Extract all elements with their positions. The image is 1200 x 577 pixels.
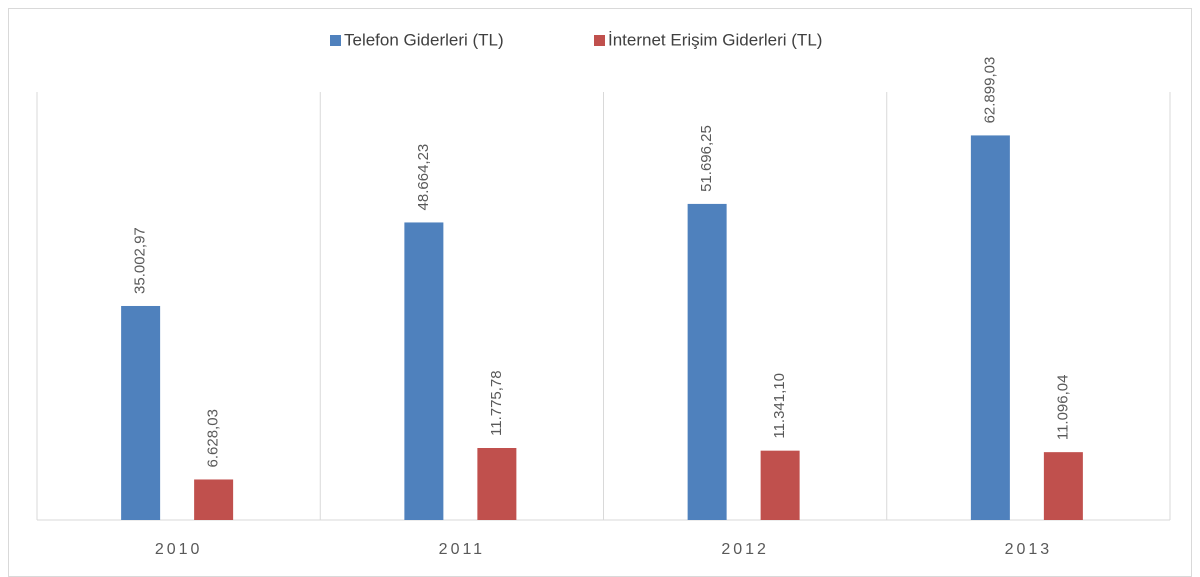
bar [760, 450, 800, 520]
legend-swatch [330, 35, 341, 46]
x-tick-label: 2013 [1005, 541, 1053, 558]
bar [687, 203, 727, 520]
data-label: 35.002,97 [132, 227, 149, 294]
bar [970, 135, 1010, 520]
data-label: 62.899,03 [981, 57, 998, 124]
data-label: 51.696,25 [698, 125, 715, 192]
legend-swatch [594, 35, 605, 46]
data-label: 11.341,10 [771, 373, 788, 439]
x-tick-label: 2012 [721, 541, 769, 558]
bar [404, 222, 444, 520]
x-tick-label: 2011 [439, 541, 485, 558]
legend-label: Telefon Giderleri (TL) [344, 30, 504, 49]
bar [194, 479, 234, 520]
bar [477, 447, 517, 520]
legend-label: İnternet Erişim Giderleri (TL) [608, 30, 822, 49]
bar [121, 305, 161, 520]
chart-border [8, 8, 1192, 577]
data-label: 48.664,23 [415, 144, 432, 211]
data-label: 11.096,04 [1054, 375, 1071, 441]
bar [1043, 452, 1083, 520]
data-label: 6.628,03 [205, 409, 222, 467]
data-label: 11.775,78 [488, 370, 505, 436]
x-tick-label: 2010 [155, 541, 203, 558]
